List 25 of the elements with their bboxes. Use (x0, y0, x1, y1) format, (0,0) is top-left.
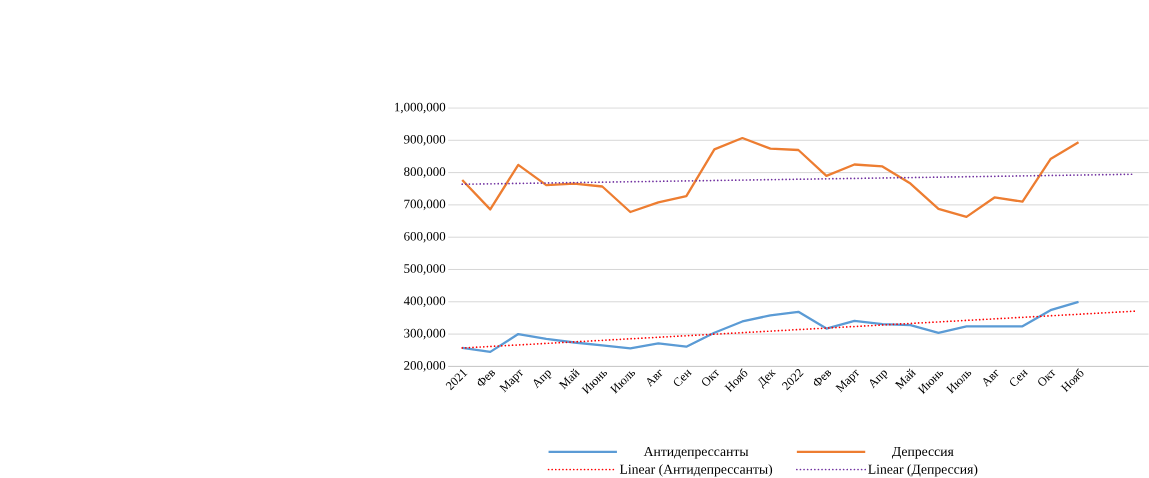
x-tick-label: Фев (813, 370, 832, 386)
legend-label: Linear (Депрессия) (868, 464, 978, 477)
x-tick-label: Окт (702, 369, 720, 386)
x-tick-label: Авг (647, 369, 663, 388)
y-tick-label: 200,000 (404, 361, 446, 372)
x-tick-label: Сен (1010, 369, 1029, 387)
y-tick-label: 900,000 (404, 135, 446, 146)
y-tick-label: 600,000 (404, 232, 446, 243)
y-tick-label: 300,000 (404, 328, 446, 340)
y-tick-label: 800,000 (404, 167, 446, 179)
y-tick-label: 1,000,000 (395, 102, 446, 114)
legend-label: Linear (Антидепрессанты) (619, 464, 773, 477)
legend-label: Депрессия (892, 447, 954, 459)
x-tick-label: Сен (673, 369, 692, 387)
legend-label: Антидепрессанты (643, 447, 749, 460)
x-tick-label: Апр (533, 370, 552, 389)
x-tick-label: Авг (983, 369, 999, 388)
x-tick-label: Дек (757, 369, 777, 390)
y-tick-label: 400,000 (403, 296, 446, 308)
y-tick-label: 500,000 (404, 264, 446, 275)
line-series (461, 137, 1080, 219)
x-tick-label: Окт (1038, 369, 1056, 386)
x-tick-label: Апр (869, 370, 888, 389)
x-tick-label: Фев (477, 370, 495, 386)
y-tick-label: 700,000 (404, 199, 446, 211)
